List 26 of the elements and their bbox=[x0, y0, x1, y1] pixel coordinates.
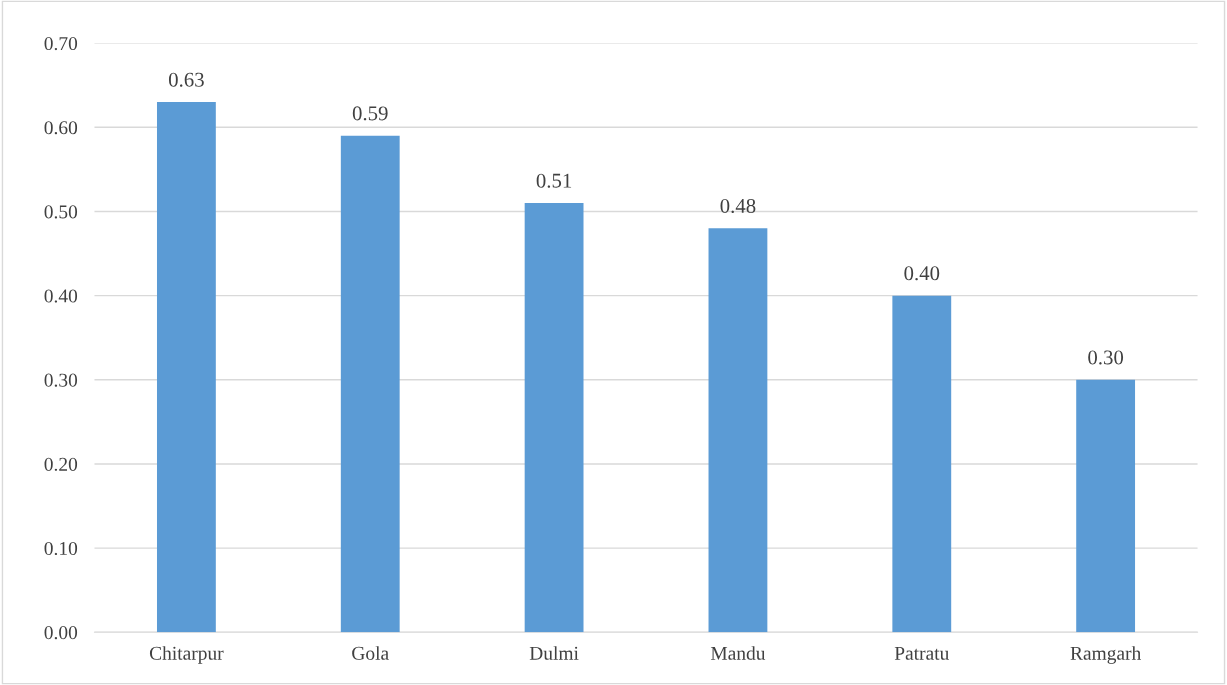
x-tick-label: Mandu bbox=[710, 646, 766, 660]
data-label: 0.40 bbox=[904, 266, 940, 281]
data-label: 0.30 bbox=[1088, 350, 1124, 365]
y-tick-label: 0.60 bbox=[44, 121, 78, 135]
bar bbox=[1076, 379, 1136, 633]
x-tick-label: Ramgarh bbox=[1070, 646, 1142, 664]
data-label: 0.63 bbox=[168, 72, 204, 87]
data-label: 0.59 bbox=[352, 106, 388, 121]
y-tick-label: 0.00 bbox=[44, 626, 78, 640]
x-tick-label: Patratu bbox=[894, 646, 949, 660]
x-tick-label: Dulmi bbox=[529, 646, 579, 660]
y-tick-label: 0.20 bbox=[44, 457, 78, 471]
x-tick-label: Gola bbox=[352, 646, 389, 660]
bar bbox=[524, 203, 584, 633]
y-tick-label: 0.70 bbox=[44, 36, 78, 51]
bar bbox=[156, 102, 216, 633]
y-tick-label: 0.50 bbox=[44, 205, 78, 219]
bar bbox=[340, 135, 400, 633]
data-label: 0.51 bbox=[536, 173, 572, 188]
bar bbox=[708, 228, 768, 633]
y-tick-label: 0.30 bbox=[44, 373, 78, 387]
bar bbox=[892, 295, 952, 633]
data-label: 0.48 bbox=[720, 198, 756, 214]
x-tick-label: Chitarpur bbox=[149, 646, 224, 664]
y-tick-label: 0.10 bbox=[44, 541, 78, 556]
y-tick-label: 0.40 bbox=[44, 289, 78, 303]
